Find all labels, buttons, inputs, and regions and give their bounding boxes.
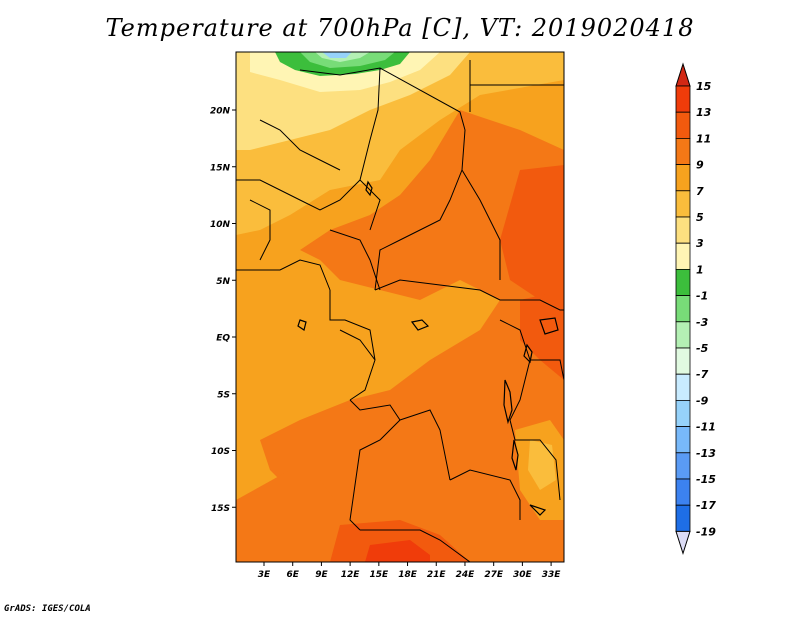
colorbar-label: 5: [696, 211, 704, 224]
colorbar-label: -3: [696, 316, 709, 329]
field-lakes-hot: [520, 290, 564, 380]
map-ticks: [232, 109, 552, 566]
lon-label: 6E: [286, 570, 299, 580]
lat-label: EQ: [216, 334, 230, 344]
lon-label: 15E: [369, 570, 389, 580]
lat-labels: 20N 15N 10N 5N EQ 5S 10S 15S: [210, 107, 231, 514]
colorbar-label: 1: [696, 263, 704, 276]
colorbar-label: 7: [696, 185, 704, 198]
colorbar-label: -17: [696, 499, 716, 512]
colorbar-label: 11: [696, 132, 711, 145]
colorbar-label: 15: [696, 80, 712, 93]
lon-labels: 3E 6E 9E 12E 15E 18E 21E 24E 27E 30E 33E: [258, 570, 561, 580]
grads-credit: GrADS: IGES/COLA: [4, 604, 91, 614]
colorbar-label: 3: [696, 237, 704, 250]
lat-label: 5S: [217, 390, 230, 400]
lat-label: 15S: [211, 504, 230, 514]
lon-label: 3E: [258, 570, 271, 580]
colorbar-segment: [675, 321, 691, 349]
lon-label: 12E: [341, 570, 361, 580]
lat-label: 20N: [210, 107, 231, 117]
colorbar-segment: [675, 373, 691, 401]
map-frame: [235, 51, 565, 563]
lon-label: 30E: [513, 570, 533, 580]
colorbar-segment: [675, 111, 691, 139]
colorbar-label: -19: [696, 525, 716, 538]
colorbar-segment: [675, 268, 691, 296]
temperature-field: [236, 52, 564, 562]
lon-label: 27E: [484, 570, 504, 580]
colorbar-bottom-arrow: [675, 530, 691, 556]
colorbar-segment: [675, 452, 691, 480]
colorbar-segment: [675, 190, 691, 218]
country-borders: [236, 60, 564, 562]
colorbar-label: -5: [696, 342, 709, 355]
colorbar-segment: [675, 137, 691, 165]
lon-label: 18E: [398, 570, 418, 580]
colorbar-label: 9: [696, 159, 704, 172]
colorbar-label: 13: [696, 106, 712, 119]
colorbar-segment: [675, 85, 691, 113]
colorbar-segment: [675, 504, 691, 532]
colorbar-label: -15: [696, 473, 716, 486]
field-south-hottest: [365, 540, 430, 562]
colorbar-segment: [675, 426, 691, 454]
map-title: Temperature at 700hPa [C], VT: 201902041…: [105, 14, 695, 42]
field-southeast-cool: [528, 440, 556, 490]
lake-outlines: [297, 180, 559, 516]
colorbar-segment: [675, 164, 691, 192]
lat-label: 10S: [211, 447, 230, 457]
colorbar-segment: [675, 295, 691, 323]
lat-label: 15N: [210, 163, 231, 173]
colorbar-segment: [675, 216, 691, 244]
colorbar-segment: [675, 242, 691, 270]
field-northeast-hot: [500, 165, 564, 330]
colorbar-segment: [675, 478, 691, 506]
colorbar: 15 13 11 9 7 5 3 1 -1 -3 -5 -7 -9 -11 -13 -15 -17 -19: [675, 62, 716, 556]
lon-label: 21E: [427, 570, 447, 580]
lon-label: 33E: [542, 570, 562, 580]
lon-label: 24E: [456, 570, 476, 580]
lat-label: 10N: [210, 220, 231, 230]
lon-label: 9E: [315, 570, 328, 580]
colorbar-segment: [675, 347, 691, 375]
colorbar-label: -11: [696, 421, 716, 434]
field-southwest-warm: [236, 470, 360, 562]
colorbar-label: -1: [696, 290, 708, 303]
field-sahara-blue: [322, 52, 352, 58]
colorbar-label: -7: [696, 368, 709, 381]
colorbar-label: -13: [696, 447, 716, 460]
lat-label: 5N: [216, 277, 230, 287]
field-central-warm: [260, 110, 564, 562]
colorbar-label: -9: [696, 394, 709, 407]
colorbar-segment: [675, 399, 691, 427]
colorbar-top-arrow: [675, 62, 691, 87]
